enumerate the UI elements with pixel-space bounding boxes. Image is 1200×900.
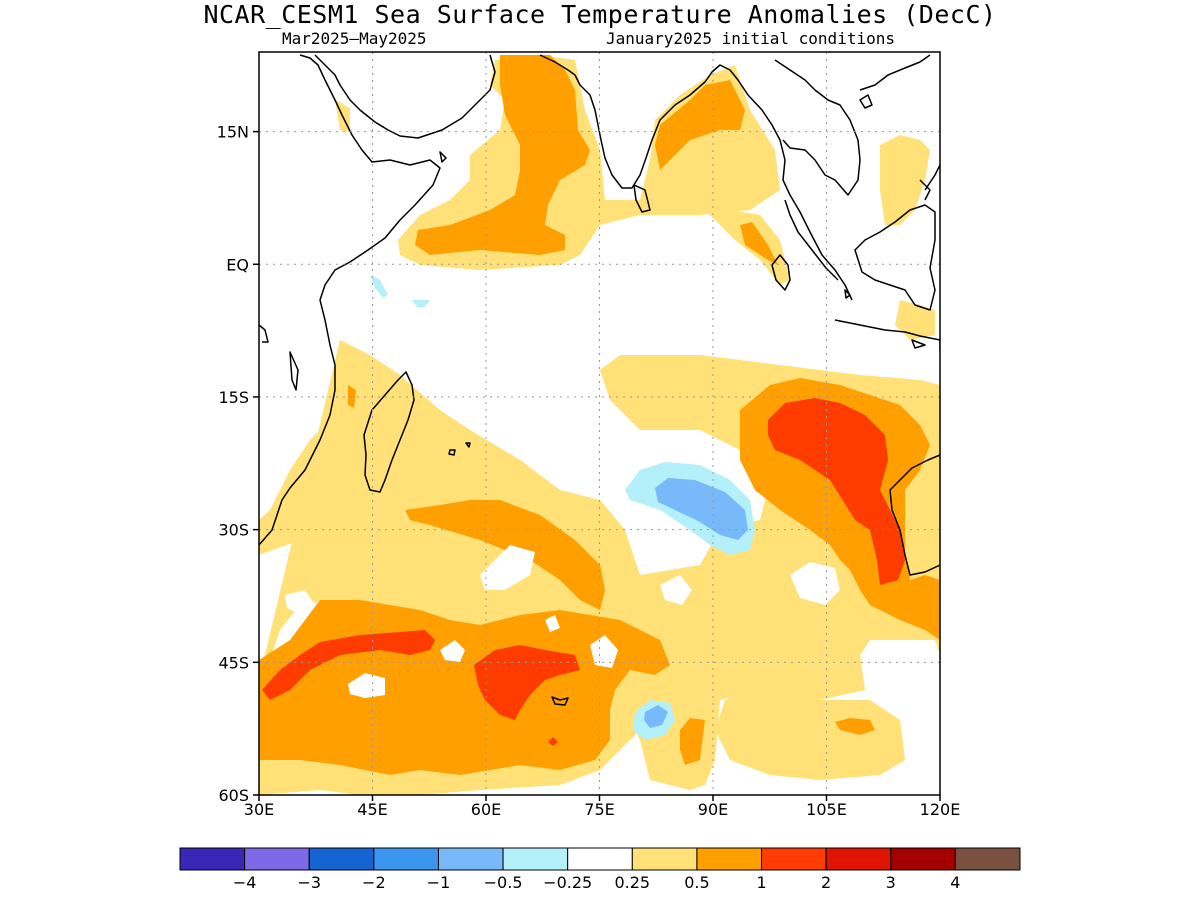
colorbar-swatch [179,847,246,871]
colorbar-legend: −4 −3 −2 −1 −0.5 −0.25 0.25 0.5 1 2 3 4 [179,847,1021,892]
lon-tick-label: 30E [244,800,274,819]
colorbar-swatch [244,847,310,871]
lat-tick-label: 60S [218,786,249,805]
colorbar-label: 1 [756,873,766,892]
lat-tick-label: EQ [226,255,249,274]
colorbar-label: −0.25 [543,873,592,892]
colorbar-label: −2 [362,873,386,892]
lat-tick-label: 15S [218,388,249,407]
colorbar-swatch [696,847,763,871]
colorbar-swatch [308,847,375,871]
graticule [259,52,940,795]
anomaly-1-2 [262,398,905,746]
lat-tick-label: 15N [217,123,249,142]
lon-tick-label: 105E [806,800,847,819]
anomaly-neg-0.5-1 [644,478,748,728]
anomaly-fields [259,52,940,795]
colorbar-label: 0.25 [614,873,650,892]
colorbar-label: −3 [297,873,321,892]
lat-tick-label: 45S [218,653,249,672]
colorbar-swatch [825,847,892,871]
lon-tick-label: 90E [698,800,728,819]
colorbar-label: 4 [950,873,960,892]
colorbar-label: −1 [427,873,451,892]
colorbar-swatch [954,847,1021,871]
colorbar-swatch [890,847,956,871]
colorbar-label: 0.5 [684,873,709,892]
colorbar-swatch [567,847,633,871]
colorbar-swatch [761,847,827,871]
coastlines [259,54,940,706]
colorbar-label: 2 [821,873,831,892]
forecast-period: Mar2025–May2025 [282,29,427,48]
colorbar-swatch [437,847,504,871]
colorbar-label: −0.5 [484,873,523,892]
colorbar-label: −4 [233,873,257,892]
colorbar-swatch [373,847,439,871]
initial-conditions: January2025 initial conditions [606,29,895,48]
lon-tick-label: 45E [357,800,387,819]
lon-tick-label: 75E [584,800,614,819]
map-title: NCAR_CESM1 Sea Surface Temperature Anoma… [203,0,997,29]
lon-tick-label: 60E [471,800,501,819]
colorbar-label: 3 [886,873,896,892]
anomaly-gaps [285,545,840,698]
lon-tick-label: 120E [920,800,961,819]
colorbar-swatch [631,847,698,871]
lat-tick-label: 30S [218,521,249,540]
colorbar-swatch [502,847,569,871]
